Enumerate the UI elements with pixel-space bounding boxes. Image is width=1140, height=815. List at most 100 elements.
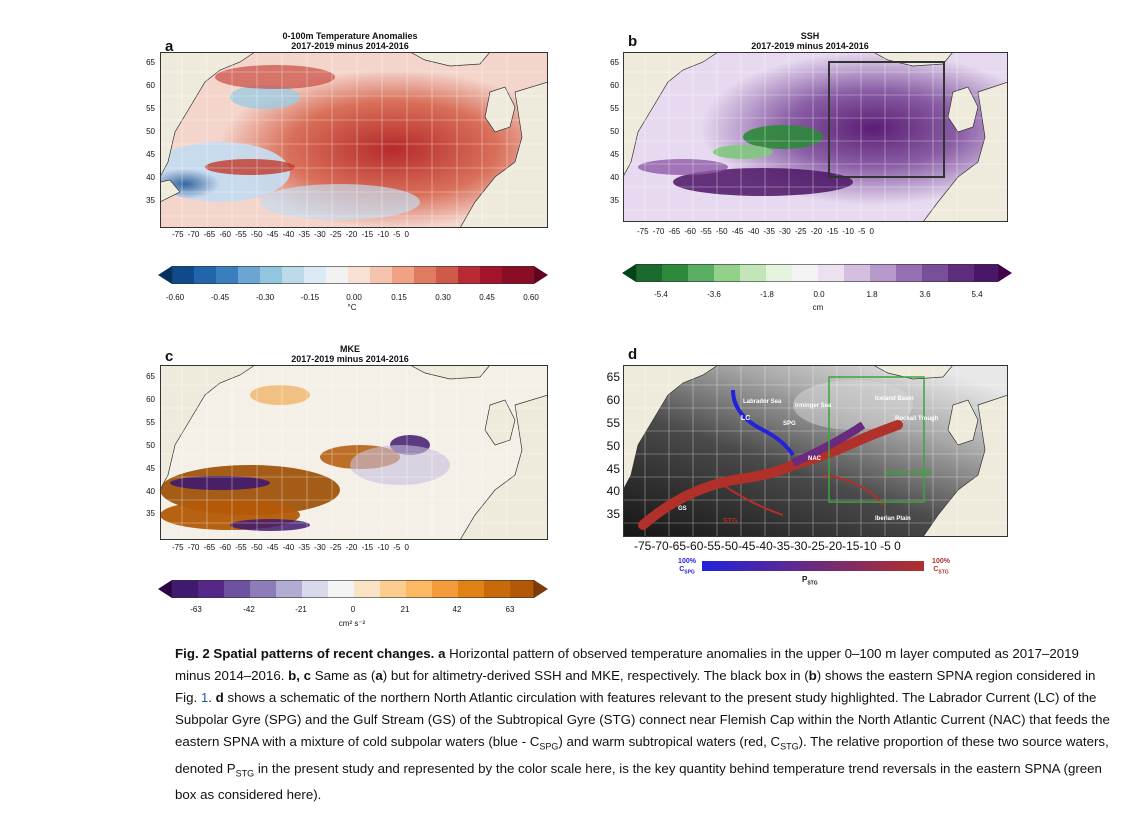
lon-tick: -40 <box>282 230 295 239</box>
panel-a-xticks: -75 -70 -65 -60 -55 -50 -45 -40 -35 -30 … <box>172 230 409 239</box>
panel-c-colorbar <box>158 580 548 598</box>
label-spg: SPG <box>783 421 796 427</box>
panel-a-label: a <box>165 38 174 55</box>
colorbar-tick: 0 <box>350 605 356 614</box>
panel-c-xticks: -75 -70 -65 -60 -55 -50 -45 -40 -35 -30 … <box>172 543 409 552</box>
british-isles-land <box>484 399 516 446</box>
pstg-letter: P <box>802 575 808 584</box>
lon-tick: -65 <box>203 230 216 239</box>
lat-tick: 65 <box>606 370 620 384</box>
label-lc: LC <box>741 415 750 422</box>
lon-tick: -35 <box>763 227 775 236</box>
eastern-spna-green-box <box>828 376 925 503</box>
caption-ref-b: b <box>808 668 817 683</box>
map-frame <box>160 365 548 540</box>
lon-tick: -55 <box>235 230 247 239</box>
lon-tick: -5 <box>393 230 401 239</box>
caption-text: Same as ( <box>311 668 376 683</box>
europe-land <box>459 81 548 228</box>
scale-right-c-sub: STG <box>938 569 949 576</box>
lon-tick: 0 <box>404 230 409 239</box>
panel-b-title-line1: SSH <box>800 31 820 41</box>
pstg-label: PSTG <box>802 575 818 587</box>
warm-patch <box>215 65 335 89</box>
ssh-negative <box>743 125 823 149</box>
lon-tick: -10 <box>859 539 877 553</box>
labrador-current-arrow <box>731 389 795 457</box>
lon-tick: -45 <box>731 227 744 236</box>
stg-recirculation <box>722 484 784 516</box>
panel-b-colorbar <box>622 264 1012 282</box>
pstg-colorscale <box>702 561 924 571</box>
map-grid <box>160 52 548 228</box>
gulf-stream-nac-arrow <box>638 420 903 530</box>
lon-tick: -65 <box>668 227 681 236</box>
figure-caption: Fig. 2 Spatial patterns of recent change… <box>175 643 1110 806</box>
lon-tick: -40 <box>755 539 773 553</box>
scale-left-c: CSPG <box>672 566 702 576</box>
lon-tick: -30 <box>790 539 808 553</box>
lon-tick: -60 <box>684 227 696 236</box>
lat-tick: 55 <box>610 104 619 113</box>
caption-text: in the present study and represented by … <box>175 760 1102 803</box>
caption-sub-stg: STG <box>780 741 799 752</box>
colorbar-tick: -0.15 <box>300 293 320 302</box>
panel-b-xticks: -75 -70 -65 -60 -55 -50 -45 -40 -35 -30 … <box>637 227 874 236</box>
scale-left-percent: 100% <box>678 558 696 565</box>
lat-tick: 40 <box>146 173 155 182</box>
lon-tick: -30 <box>314 543 326 552</box>
lat-tick: 60 <box>146 395 155 404</box>
panel-c-map <box>160 365 548 540</box>
lon-tick: -15 <box>361 543 374 552</box>
north-america-land <box>160 365 256 491</box>
figure-reference-link[interactable]: 1 <box>200 690 209 705</box>
panel-c-unit: cm² s⁻² <box>338 619 366 628</box>
caption-label-a: a <box>438 646 446 661</box>
lat-tick: 40 <box>146 487 155 496</box>
lon-tick: -25 <box>807 539 825 553</box>
lon-tick: -30 <box>314 230 326 239</box>
label-labrador-sea: Labrador Sea <box>743 399 782 405</box>
lat-tick: 50 <box>606 439 620 453</box>
lon-tick: -55 <box>700 227 712 236</box>
lon-tick: -45 <box>266 230 279 239</box>
lon-tick: -15 <box>842 539 860 553</box>
colorbar-tick: 21 <box>400 605 410 614</box>
stg-branch <box>822 474 884 506</box>
lon-tick: -55 <box>703 539 721 553</box>
lon-tick: -35 <box>298 543 310 552</box>
lon-tick: 0 <box>404 543 409 552</box>
caption-label-d: d <box>215 690 224 705</box>
colorbar-tick: -0.45 <box>210 293 230 302</box>
mke-negative-south <box>230 519 310 531</box>
lon-tick: -15 <box>826 227 839 236</box>
lon-tick: -50 <box>715 227 728 236</box>
panel-b-title: SSH 2017-2019 minus 2014-2016 <box>710 31 910 51</box>
lat-tick: 60 <box>146 81 155 90</box>
lat-tick: 60 <box>606 393 620 407</box>
lon-tick: -70 <box>652 227 665 236</box>
lat-tick: 65 <box>610 58 619 67</box>
lat-tick: 50 <box>146 127 155 136</box>
scale-left-c-sub: SPG <box>684 569 695 576</box>
lat-tick: 35 <box>146 509 155 518</box>
ssh-positive-south <box>673 168 853 196</box>
pstg-sub: STG <box>807 580 818 587</box>
lon-tick: -15 <box>361 230 374 239</box>
panel-c-label: c <box>165 348 174 365</box>
north-america-land <box>623 52 719 178</box>
lon-tick: -60 <box>219 230 231 239</box>
mke-labrador <box>250 385 310 405</box>
lat-tick: 45 <box>610 150 619 159</box>
lon-tick: -60 <box>219 543 231 552</box>
lon-tick: -50 <box>250 543 263 552</box>
lon-tick: 0 <box>869 227 874 236</box>
lat-tick: 35 <box>610 196 619 205</box>
map-grid <box>623 365 1008 537</box>
lon-tick: -65 <box>203 543 216 552</box>
panel-d-label: d <box>628 346 638 363</box>
panel-b-label: b <box>628 33 638 50</box>
caption-text: ) but for altimetry-derived SSH and MKE,… <box>382 668 809 683</box>
lon-tick: -70 <box>651 539 669 553</box>
colorbar-tick: -21 <box>295 605 307 614</box>
